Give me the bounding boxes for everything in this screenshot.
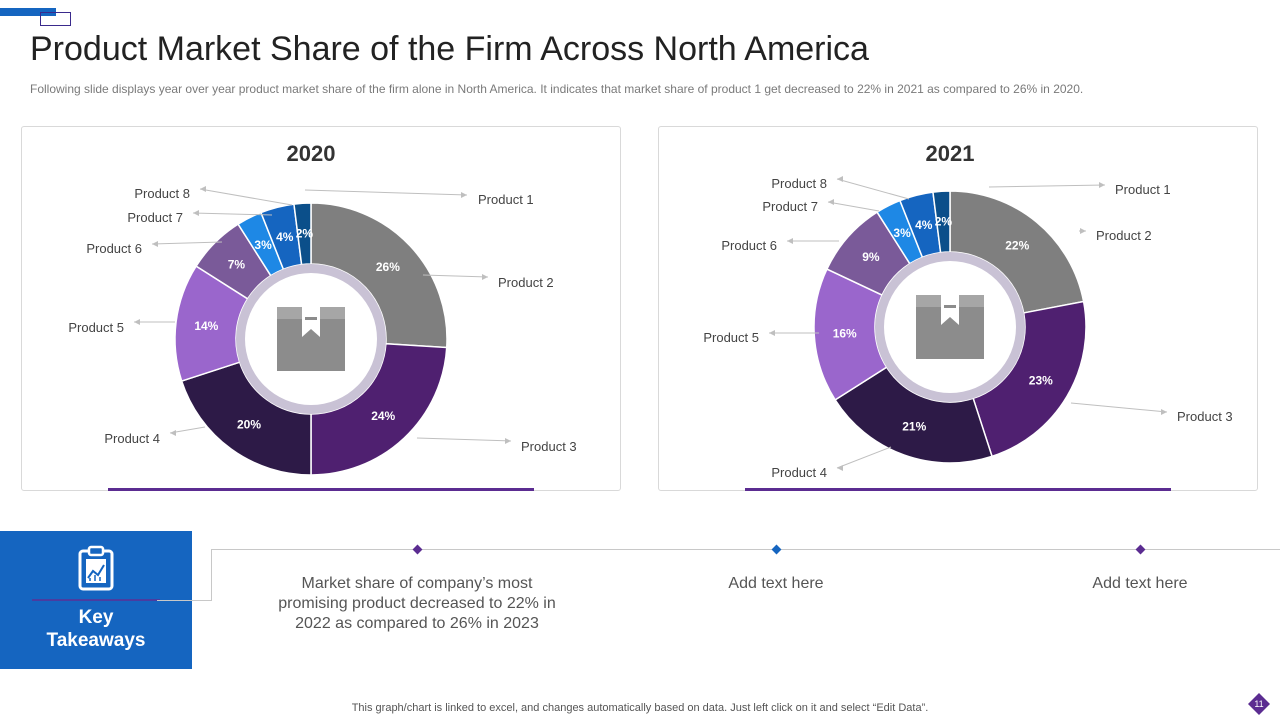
takeaway-text-3: Add text here [1092, 575, 1188, 592]
leader-arrow-2020-product-3 [505, 438, 511, 444]
page-number: 11 [1254, 699, 1264, 709]
connector-horizontal [157, 600, 212, 601]
decorative-bar [0, 8, 56, 16]
leader-arrow-2020-product-4 [170, 430, 176, 436]
takeaway-divider [32, 599, 160, 601]
page-badge-icon [1248, 693, 1270, 715]
leader-arrow-2021-product-2 [1080, 228, 1086, 234]
chart-title-2020: 2020 [287, 141, 336, 166]
data-label-2021-product-2: 23% [1029, 374, 1053, 388]
category-label-2021-product-1: Product 1 [1115, 182, 1171, 197]
leader-line-2020-product-3 [416, 437, 512, 442]
donut-chart-2020[interactable]: 2020 26% 24% 20% 14% 7% 3% 4% 2% Product 1 Product… [22, 127, 622, 492]
data-label-2020-product-7: 4% [276, 230, 294, 244]
leader-arrow-2020-product-6 [152, 241, 158, 247]
key-takeaways-line2: Takeaways [46, 630, 146, 651]
category-label-2020-product-5: Product 5 [68, 320, 124, 335]
data-label-2020-product-4: 14% [194, 319, 218, 333]
timeline-diamond-2 [771, 544, 782, 555]
leader-arrow-2020-product-1 [461, 192, 467, 198]
category-label-2020-product-2: Product 2 [498, 275, 554, 290]
chart-title-2021: 2021 [926, 141, 975, 166]
data-label-2021-product-4: 16% [833, 327, 857, 341]
category-label-2021-product-7: Product 7 [762, 199, 818, 214]
chart-panel-2020: 2020 26% 24% 20% 14% 7% 3% 4% 2% Product 1 Product… [21, 126, 621, 491]
leader-arrow-2021-product-8 [837, 176, 843, 182]
category-label-2020-product-4: Product 4 [104, 431, 160, 446]
decorative-box [40, 12, 71, 26]
timeline-diamond-3 [1135, 544, 1146, 555]
takeaway-text-1: Market share of company’s most promising… [278, 575, 556, 632]
leader-line-2021-product-3 [1070, 402, 1168, 413]
leader-arrow-2021-product-1 [1099, 182, 1105, 188]
leader-arrow-2021-product-4 [837, 465, 843, 471]
footer-note: This graph/chart is linked to excel, and… [351, 702, 929, 714]
category-label-2021-product-3: Product 3 [1177, 409, 1233, 424]
timeline-line [212, 549, 1280, 550]
leader-line-2020-product-6 [151, 241, 223, 245]
data-label-2021-product-6: 3% [893, 226, 911, 240]
leader-arrow-2021-product-6 [787, 238, 793, 244]
data-label-2021-product-5: 9% [862, 250, 880, 264]
box-icon [277, 307, 345, 371]
data-label-2020-product-3: 20% [237, 417, 261, 431]
chart-underline-2021 [745, 488, 1171, 491]
category-label-2021-product-5: Product 5 [703, 330, 759, 345]
category-label-2021-product-6: Product 6 [721, 238, 777, 253]
category-label-2020-product-6: Product 6 [86, 241, 142, 256]
leader-arrow-2020-product-2 [482, 274, 488, 280]
chart-underline-2020 [108, 488, 534, 491]
data-label-2020-product-8: 2% [296, 227, 314, 241]
leader-line-2020-product-1 [304, 189, 468, 196]
clipboard-chart-icon [78, 545, 114, 591]
leader-line-2020-product-2 [422, 274, 489, 278]
page-title: Product Market Share of the Firm Across … [30, 30, 869, 68]
chart-panel-2021: 2021 22% 23% 21% 16% 9% 3% 4% 2% Product 1 Product… [658, 126, 1258, 491]
data-label-2021-product-7: 4% [915, 218, 933, 232]
leader-line-2021-product-7 [827, 201, 880, 212]
leader-arrow-2021-product-7 [828, 199, 834, 205]
takeaway-text-2: Add text here [728, 575, 824, 592]
leader-line-2021-product-8 [836, 178, 910, 200]
data-label-2020-product-6: 3% [254, 238, 272, 252]
leader-arrow-2021-product-3 [1161, 409, 1167, 415]
data-label-2020-product-5: 7% [228, 257, 246, 271]
leader-line-2020-product-8 [199, 188, 293, 206]
category-label-2021-product-2: Product 2 [1096, 228, 1152, 243]
data-label-2020-product-1: 26% [376, 260, 400, 274]
data-label-2021-product-1: 22% [1005, 239, 1029, 253]
leader-arrow-2020-product-8 [200, 186, 206, 192]
category-label-2020-product-3: Product 3 [521, 439, 577, 454]
page-subtitle: Following slide displays year over year … [30, 82, 1084, 96]
leader-arrow-2020-product-5 [134, 319, 140, 325]
leader-arrow-2021-product-5 [769, 330, 775, 336]
category-label-2021-product-8: Product 8 [771, 176, 827, 191]
category-label-2020-product-7: Product 7 [127, 210, 183, 225]
leader-line-2020-product-7 [192, 212, 273, 216]
data-label-2021-product-3: 21% [902, 419, 926, 433]
data-label-2020-product-2: 24% [371, 409, 395, 423]
category-label-2020-product-1: Product 1 [478, 192, 534, 207]
category-label-2020-product-8: Product 8 [134, 186, 190, 201]
key-takeaways-label: Key Takeaways [0, 606, 192, 652]
donut-chart-2021[interactable]: 2021 22% 23% 21% 16% 9% 3% 4% 2% Product 1 Product… [659, 127, 1259, 492]
category-label-2021-product-4: Product 4 [771, 465, 827, 480]
key-takeaways-line1: Key [78, 607, 114, 628]
data-label-2021-product-8: 2% [935, 215, 953, 229]
timeline-diamond-1 [412, 544, 423, 555]
leader-line-2021-product-1 [988, 184, 1106, 188]
leader-arrow-2020-product-7 [193, 210, 199, 216]
box-icon [916, 295, 984, 359]
connector-vertical [211, 549, 212, 601]
leader-line-2021-product-4 [836, 446, 892, 469]
